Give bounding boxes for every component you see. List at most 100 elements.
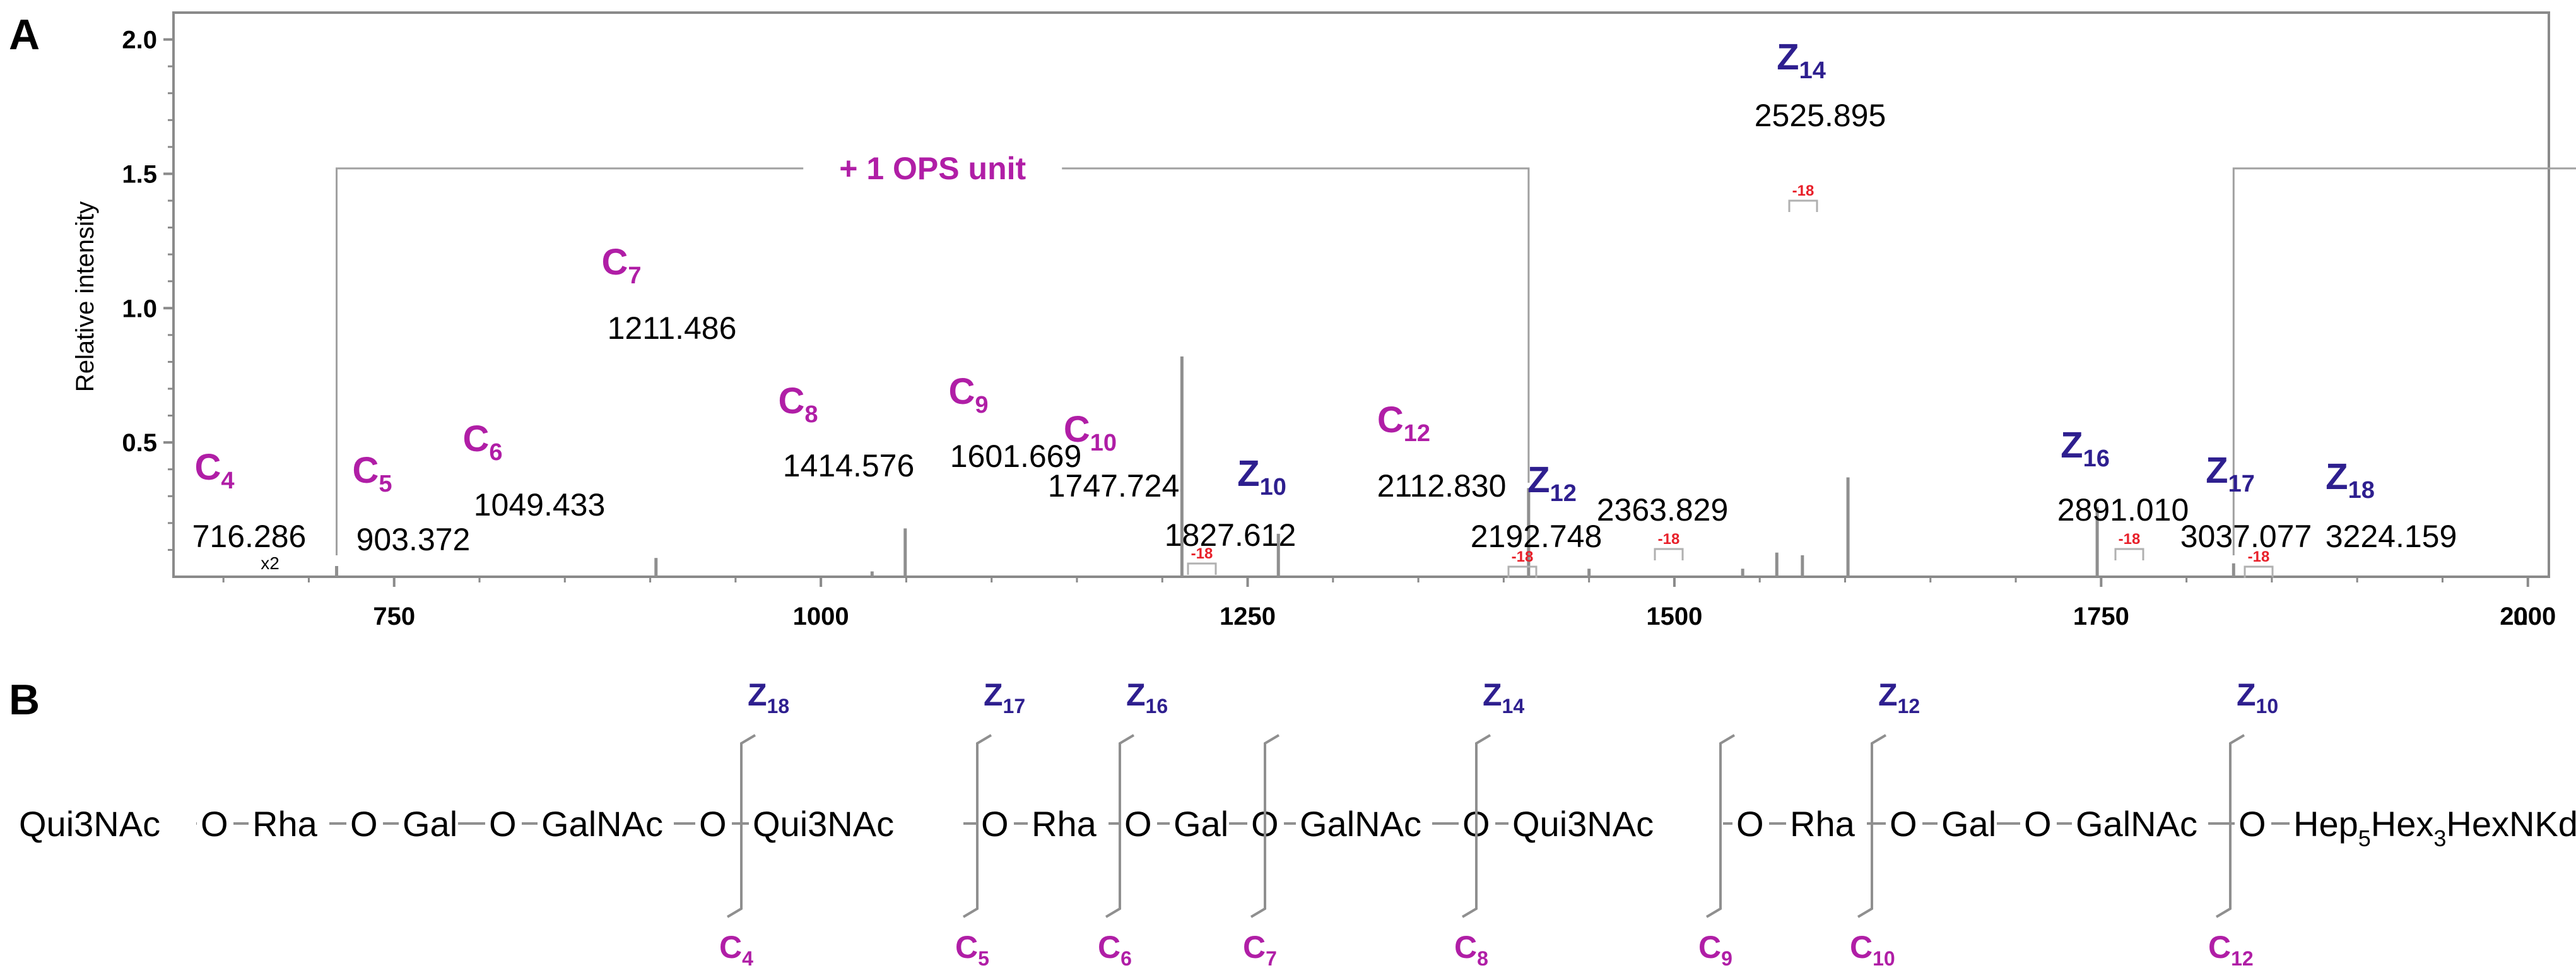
c-ion-label: C10 (1064, 409, 1117, 456)
z-ion-label: Z14 (1777, 37, 1826, 84)
c-ion-label: C5 (352, 450, 392, 497)
water-loss-bracket (2114, 548, 2144, 560)
y-tick-label: 2.0 (122, 27, 157, 54)
mz-label: 1827.612 (1165, 517, 1297, 553)
glycan-sequence: Qui3NAc O Rha O Gal O GalNAc O Qui3NAc O Rha O Gal O G… (19, 677, 2576, 970)
mz-label: 3037.077 (2180, 519, 2312, 554)
water-loss-label: -18 (2248, 548, 2270, 565)
cleavage-marker (962, 734, 992, 918)
cleavage-marker (1705, 734, 1736, 918)
mz-label: 1747.724 (1048, 468, 1180, 504)
monosaccharide: Gal (1941, 804, 1996, 844)
z-cleavage-label: Z12 (1878, 677, 1920, 717)
cleavage-marker (1461, 734, 1491, 918)
monosaccharide: Gal (1173, 804, 1228, 844)
z-cleavage-label: Z17 (984, 677, 1025, 717)
water-loss-bracket (1187, 562, 1217, 575)
linkage-oxygen: O (1124, 804, 1152, 844)
panel-a-label: A (9, 11, 40, 59)
cleavage-marker (1857, 734, 1887, 918)
cleavage-marker (2215, 734, 2245, 918)
mz-label: 2363.829 (1597, 492, 1729, 528)
linkage-oxygen: O (350, 804, 378, 844)
x-tick-label: 1000 (793, 603, 849, 630)
monosaccharide: Rha (252, 804, 318, 844)
linkage-oxygen: O (1736, 804, 1764, 844)
z-ion-label: Z10 (1237, 453, 1286, 500)
y-tick-label: 0.5 (122, 429, 157, 457)
mz-label: 2192.748 (1471, 519, 1603, 554)
monosaccharide: Qui3NAc (19, 804, 160, 844)
monosaccharide: Gal (403, 804, 457, 844)
linkage-oxygen: O (2238, 804, 2266, 844)
z-cleavage-label: Z16 (1126, 677, 1168, 717)
c-cleavage-label: C4 (719, 930, 753, 970)
water-loss-label: -18 (2119, 531, 2141, 548)
cleavage-marker (1105, 734, 1135, 918)
mz-label: 3224.159 (2326, 519, 2457, 554)
linkage-oxygen: O (201, 804, 228, 844)
peaks-layer (335, 356, 2235, 577)
c-ion-label: C9 (948, 371, 988, 418)
c-cleavage-label: C12 (2208, 930, 2254, 970)
x-tick-label: 1750 (2073, 603, 2129, 630)
z-ion-label: Z18 (2326, 456, 2375, 504)
x-axis: 7501000125015001750200022502500275030003… (222, 577, 2556, 630)
scale-note: x2 (261, 553, 279, 573)
mz-label: 1049.433 (474, 487, 606, 522)
c-cleavage-label: C5 (955, 930, 989, 970)
ops-unit-bracket (2232, 167, 2576, 555)
monosaccharide: GalNAc (541, 804, 663, 844)
monosaccharide: Qui3NAc (1512, 804, 1654, 844)
c-ion-label: C6 (462, 418, 502, 466)
z-ion-label: Z12 (1527, 459, 1577, 507)
linkage-oxygen: O (489, 804, 517, 844)
water-loss-label: -18 (1658, 531, 1680, 548)
x-tick-label: 750 (373, 603, 415, 630)
core-oligosaccharide: Hep5Hex3HexNKdo (2293, 804, 2576, 851)
mz-label: 1601.669 (950, 439, 1082, 474)
z-ion-label: Z16 (2061, 425, 2110, 472)
ops-unit-label: + 1 OPS unit (839, 151, 1026, 186)
y-axis: 0.5 1.0 1.5 2.0 (122, 27, 173, 551)
cleavage-marker (1250, 734, 1280, 918)
water-loss-label: -18 (1191, 545, 1213, 562)
z-ion-label: Z17 (2206, 450, 2255, 497)
water-loss-bracket (1507, 565, 1538, 578)
water-loss-label: -18 (1792, 182, 1814, 199)
y-tick-label: 1.0 (122, 295, 157, 322)
water-loss-bracket (1788, 199, 1818, 212)
mass-spectrum-chart: + 1 OPS unit+ 1 OPS unit+ 1 OPS unit- He… (71, 11, 2576, 630)
linkage-oxygen: O (1890, 804, 1917, 844)
y-axis-title: Relative intensity (71, 201, 99, 392)
mz-label: 1414.576 (783, 448, 915, 483)
water-loss-bracket (2244, 565, 2274, 578)
z-cleavage-label: Z14 (1483, 677, 1524, 717)
mz-label: 903.372 (356, 522, 471, 557)
monosaccharide: Rha (1790, 804, 1856, 844)
x-tick-label: 1500 (1646, 603, 1702, 630)
annotation-layer: + 1 OPS unit+ 1 OPS unit+ 1 OPS unit- He… (192, 37, 2576, 578)
water-loss-label: -18 (1512, 548, 1534, 565)
c-ion-label: C8 (778, 381, 818, 428)
monosaccharide: GalNAc (1300, 804, 1421, 844)
bracket-label-bg (803, 146, 1062, 186)
linkage-oxygen: O (981, 804, 1009, 844)
x-axis-unit: u (2513, 603, 2528, 630)
x-tick-label: 1250 (1220, 603, 1276, 630)
c-cleavage-label: C7 (1243, 930, 1277, 970)
z-cleavage-label: Z10 (2237, 677, 2278, 717)
monosaccharide: GalNAc (2076, 804, 2197, 844)
monosaccharide: Rha (1032, 804, 1097, 844)
y-tick-label: 1.5 (122, 160, 157, 188)
panel-b-label: B (9, 676, 40, 724)
mz-label: 716.286 (192, 519, 307, 554)
z-cleavage-label: Z18 (748, 677, 789, 717)
c-ion-label: C4 (194, 447, 234, 494)
linkage-oxygen: O (699, 804, 727, 844)
plot-frame (172, 11, 2550, 578)
mz-label: 1211.486 (608, 310, 737, 346)
cleavage-marker (726, 734, 756, 918)
x-tick-label: 2000 (2500, 603, 2556, 630)
c-cleavage-label: C6 (1098, 930, 1132, 970)
